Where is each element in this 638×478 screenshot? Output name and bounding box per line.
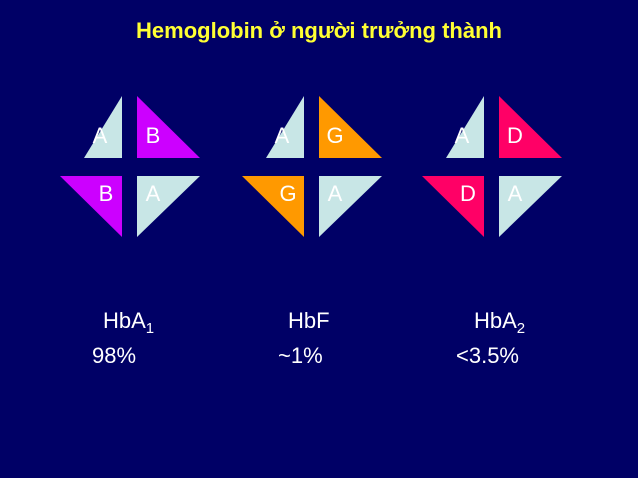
percentage: 98% [92,343,136,368]
triangle [319,176,382,237]
name-text: HbA [474,308,517,333]
triangle [319,96,382,158]
cell-letter: A [275,123,290,148]
hemoglobin-name: HbA2 [474,308,525,337]
percentage: <3.5% [456,343,519,368]
hemoglobin-name: HbA1 [103,308,154,337]
name-text: HbA [103,308,146,333]
cell-letter: A [328,181,343,206]
triangle [84,96,122,158]
triangle [422,176,484,237]
cell-letter: D [460,181,476,206]
cell-letter: A [146,181,161,206]
cell-letter: A [455,123,470,148]
name-text: HbF [288,308,330,333]
cell-letter: B [99,181,114,206]
cell-letter: G [279,181,296,206]
triangle [266,96,304,158]
name-subscript: 2 [517,320,525,337]
triangle [242,176,304,237]
triangle [499,176,562,237]
cell-letter: G [326,123,343,148]
triangle [446,96,484,158]
cell-letter: B [146,123,161,148]
percentage: ~1% [278,343,323,368]
triangle [137,96,200,158]
hemoglobin-name: HbF [288,308,330,333]
name-subscript: 1 [146,320,154,337]
cell-letter: A [508,181,523,206]
triangle [137,176,200,237]
cell-letter: D [507,123,523,148]
triangle [499,96,562,158]
slide-title: Hemoglobin ở người trưởng thành [136,18,502,43]
cell-letter: A [93,123,108,148]
triangle [60,176,122,237]
